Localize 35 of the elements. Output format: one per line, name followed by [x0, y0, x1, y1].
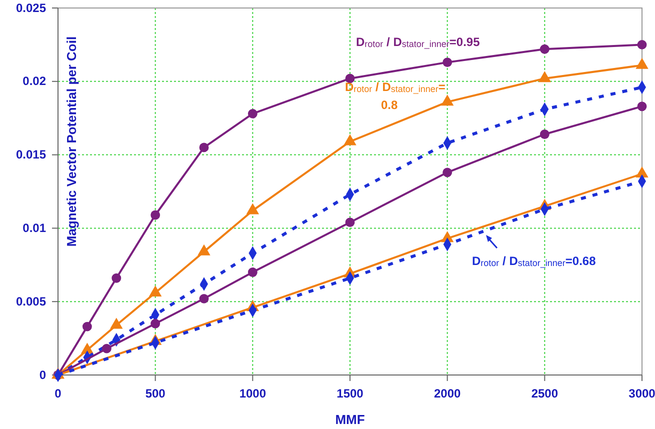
point: [248, 108, 258, 118]
x-tick-label: 0: [54, 386, 62, 401]
point: [540, 44, 550, 54]
point: [442, 58, 452, 68]
point: [199, 142, 209, 152]
x-tick-label: 2000: [434, 386, 462, 401]
y-tick-label: 0.025: [16, 0, 46, 15]
x-tick-label: 1000: [239, 386, 266, 401]
y-tick-label: 0.01: [22, 221, 46, 236]
y-tick-label: 0.015: [16, 148, 46, 162]
point: [345, 218, 355, 228]
point: [199, 294, 209, 304]
point: [112, 273, 122, 283]
y-tick-label: 0.005: [16, 294, 46, 308]
y-tick-label: 0: [39, 368, 46, 382]
point: [637, 40, 647, 50]
point: [637, 102, 647, 112]
y-axis-title: Magnetic Vector Potential per Coil: [64, 36, 79, 247]
point: [540, 130, 550, 139]
text: Drotor / Dstator_inner=0.8: [345, 80, 446, 112]
x-tick-label: 3000: [628, 386, 655, 401]
point: [82, 322, 92, 332]
y-tick-label: 0.02: [22, 74, 46, 88]
point: [150, 318, 160, 328]
point: [102, 344, 112, 354]
point: [248, 268, 258, 277]
x-tick-label: 2500: [531, 386, 558, 401]
x-axis-title: MMF: [335, 412, 365, 427]
point: [345, 74, 355, 84]
annotation: Drotor / Dstator_inner=0.95: [356, 35, 480, 49]
point: [442, 168, 452, 178]
point: [150, 210, 160, 220]
x-tick-label: 1500: [336, 386, 364, 401]
x-tick-label: 500: [145, 386, 166, 401]
annotation: Drotor / Dstator_inner=0.68: [472, 254, 596, 268]
